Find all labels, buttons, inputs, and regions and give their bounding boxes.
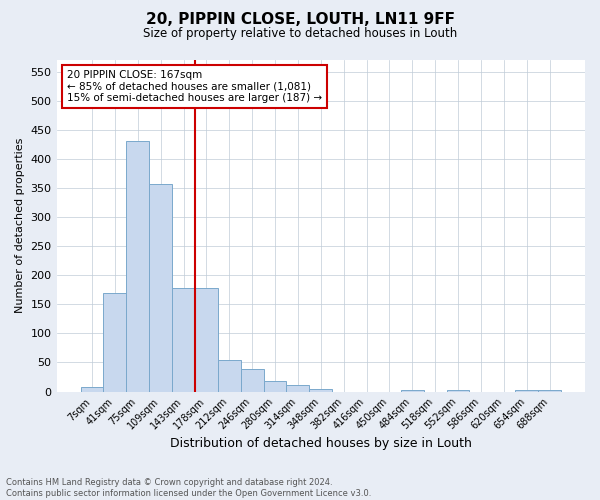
Y-axis label: Number of detached properties: Number of detached properties: [15, 138, 25, 314]
Bar: [195, 288, 218, 392]
Bar: [127, 142, 149, 392]
Bar: [401, 390, 424, 392]
X-axis label: Distribution of detached houses by size in Louth: Distribution of detached houses by size …: [170, 437, 472, 450]
Bar: [103, 292, 127, 392]
Text: Contains HM Land Registry data © Crown copyright and database right 2024.
Contai: Contains HM Land Registry data © Crown c…: [6, 478, 371, 498]
Bar: [149, 184, 172, 392]
Bar: [286, 384, 310, 392]
Text: Size of property relative to detached houses in Louth: Size of property relative to detached ho…: [143, 28, 457, 40]
Bar: [80, 387, 103, 392]
Bar: [515, 390, 538, 392]
Bar: [446, 390, 469, 392]
Text: 20, PIPPIN CLOSE, LOUTH, LN11 9FF: 20, PIPPIN CLOSE, LOUTH, LN11 9FF: [146, 12, 455, 28]
Bar: [172, 288, 195, 392]
Bar: [218, 360, 241, 392]
Text: 20 PIPPIN CLOSE: 167sqm
← 85% of detached houses are smaller (1,081)
15% of semi: 20 PIPPIN CLOSE: 167sqm ← 85% of detache…: [67, 70, 322, 103]
Bar: [241, 370, 263, 392]
Bar: [538, 390, 561, 392]
Bar: [310, 390, 332, 392]
Bar: [263, 380, 286, 392]
